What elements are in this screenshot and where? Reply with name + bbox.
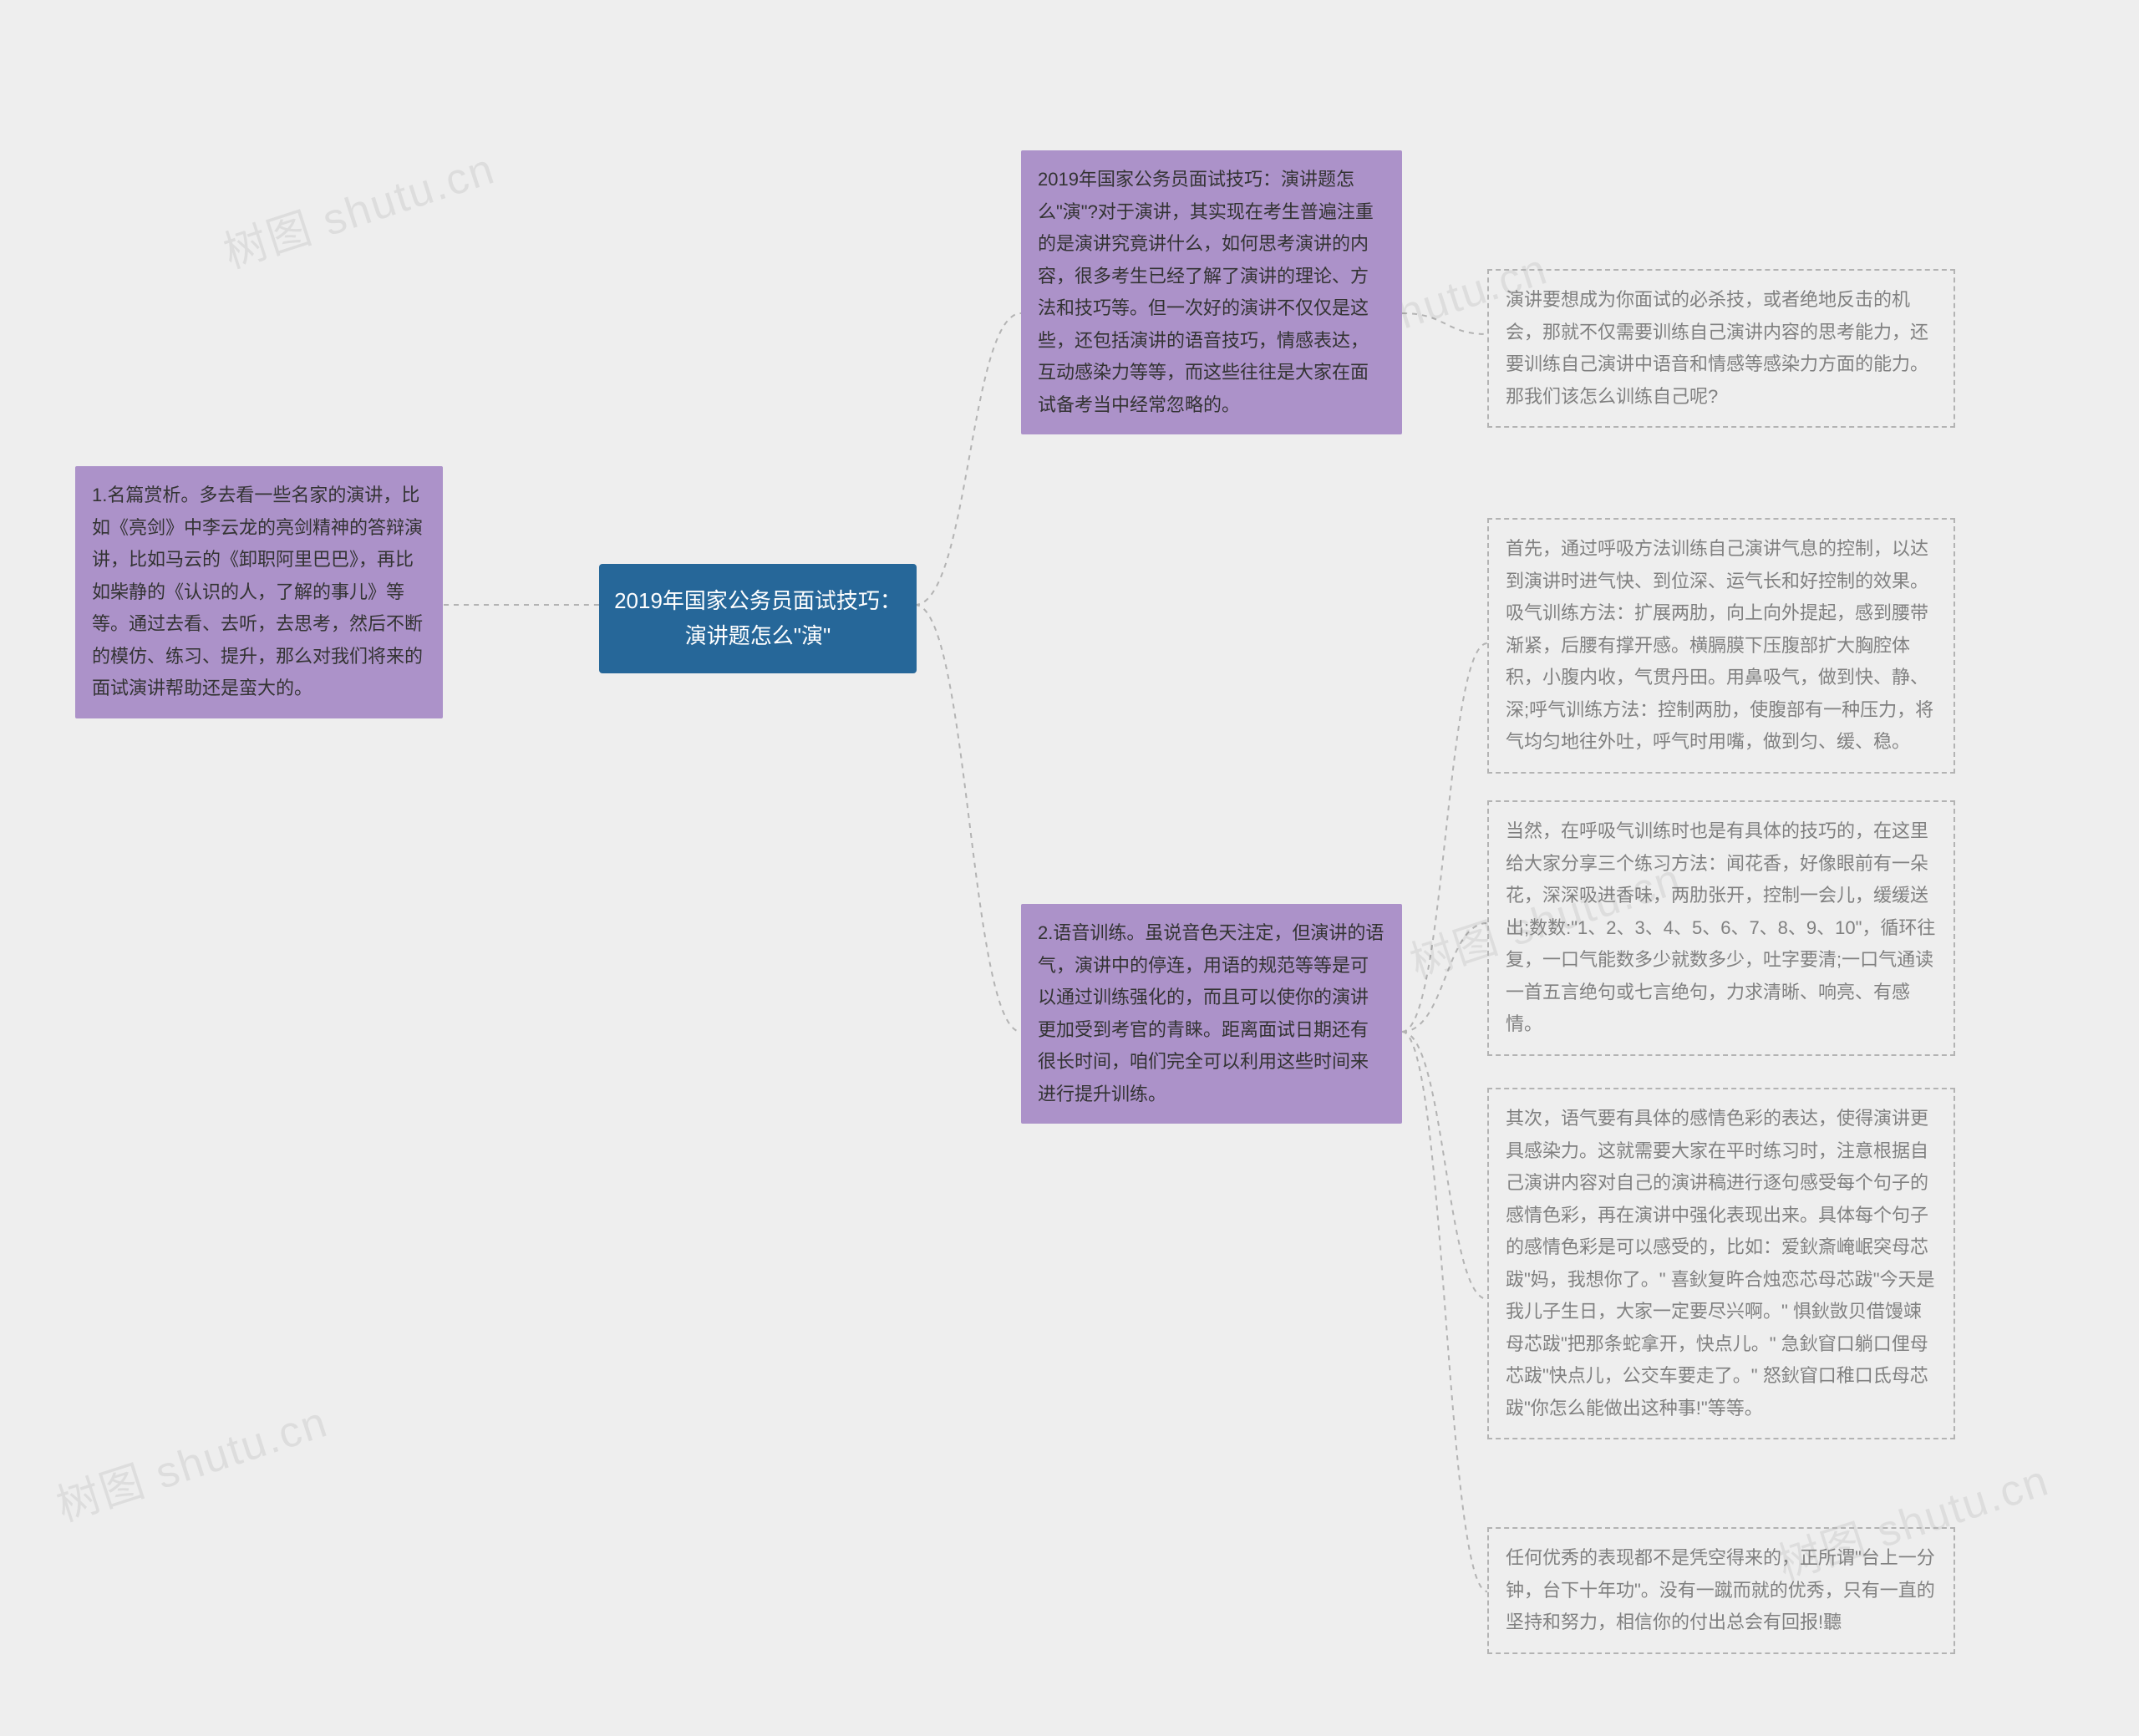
watermark: 树图 shutu.cn bbox=[48, 1387, 335, 1533]
right-top-node[interactable]: 2019年国家公务员面试技巧：演讲题怎么"演"?对于演讲，其实现在考生普遍注重的… bbox=[1021, 150, 1402, 434]
mindmap-canvas: 树图 shutu.cn 树图 shutu.cn 树图 shutu.cn 树图 s… bbox=[0, 0, 2139, 1736]
center-node[interactable]: 2019年国家公务员面试技巧：演讲题怎么"演" bbox=[599, 564, 917, 673]
right-mid-node[interactable]: 2.语音训练。虽说音色天注定，但演讲的语气，演讲中的停连，用语的规范等等是可以通… bbox=[1021, 904, 1402, 1124]
leaf-node-2[interactable]: 当然，在呼吸气训练时也是有具体的技巧的，在这里给大家分享三个练习方法：闻花香，好… bbox=[1487, 800, 1955, 1056]
watermark: 树图 shutu.cn bbox=[215, 134, 502, 280]
left-node[interactable]: 1.名篇赏析。多去看一些名家的演讲，比如《亮剑》中李云龙的亮剑精神的答辩演讲，比… bbox=[75, 466, 443, 718]
leaf-node-3[interactable]: 其次，语气要有具体的感情色彩的表达，使得演讲更具感染力。这就需要大家在平时练习时… bbox=[1487, 1088, 1955, 1439]
leaf-node-4[interactable]: 任何优秀的表现都不是凭空得来的，正所谓"台上一分钟，台下十年功"。没有一蹴而就的… bbox=[1487, 1527, 1955, 1654]
right-top-child-node[interactable]: 演讲要想成为你面试的必杀技，或者绝地反击的机会，那就不仅需要训练自己演讲内容的思… bbox=[1487, 269, 1955, 428]
leaf-node-1[interactable]: 首先，通过呼吸方法训练自己演讲气息的控制，以达到演讲时进气快、到位深、运气长和好… bbox=[1487, 518, 1955, 774]
